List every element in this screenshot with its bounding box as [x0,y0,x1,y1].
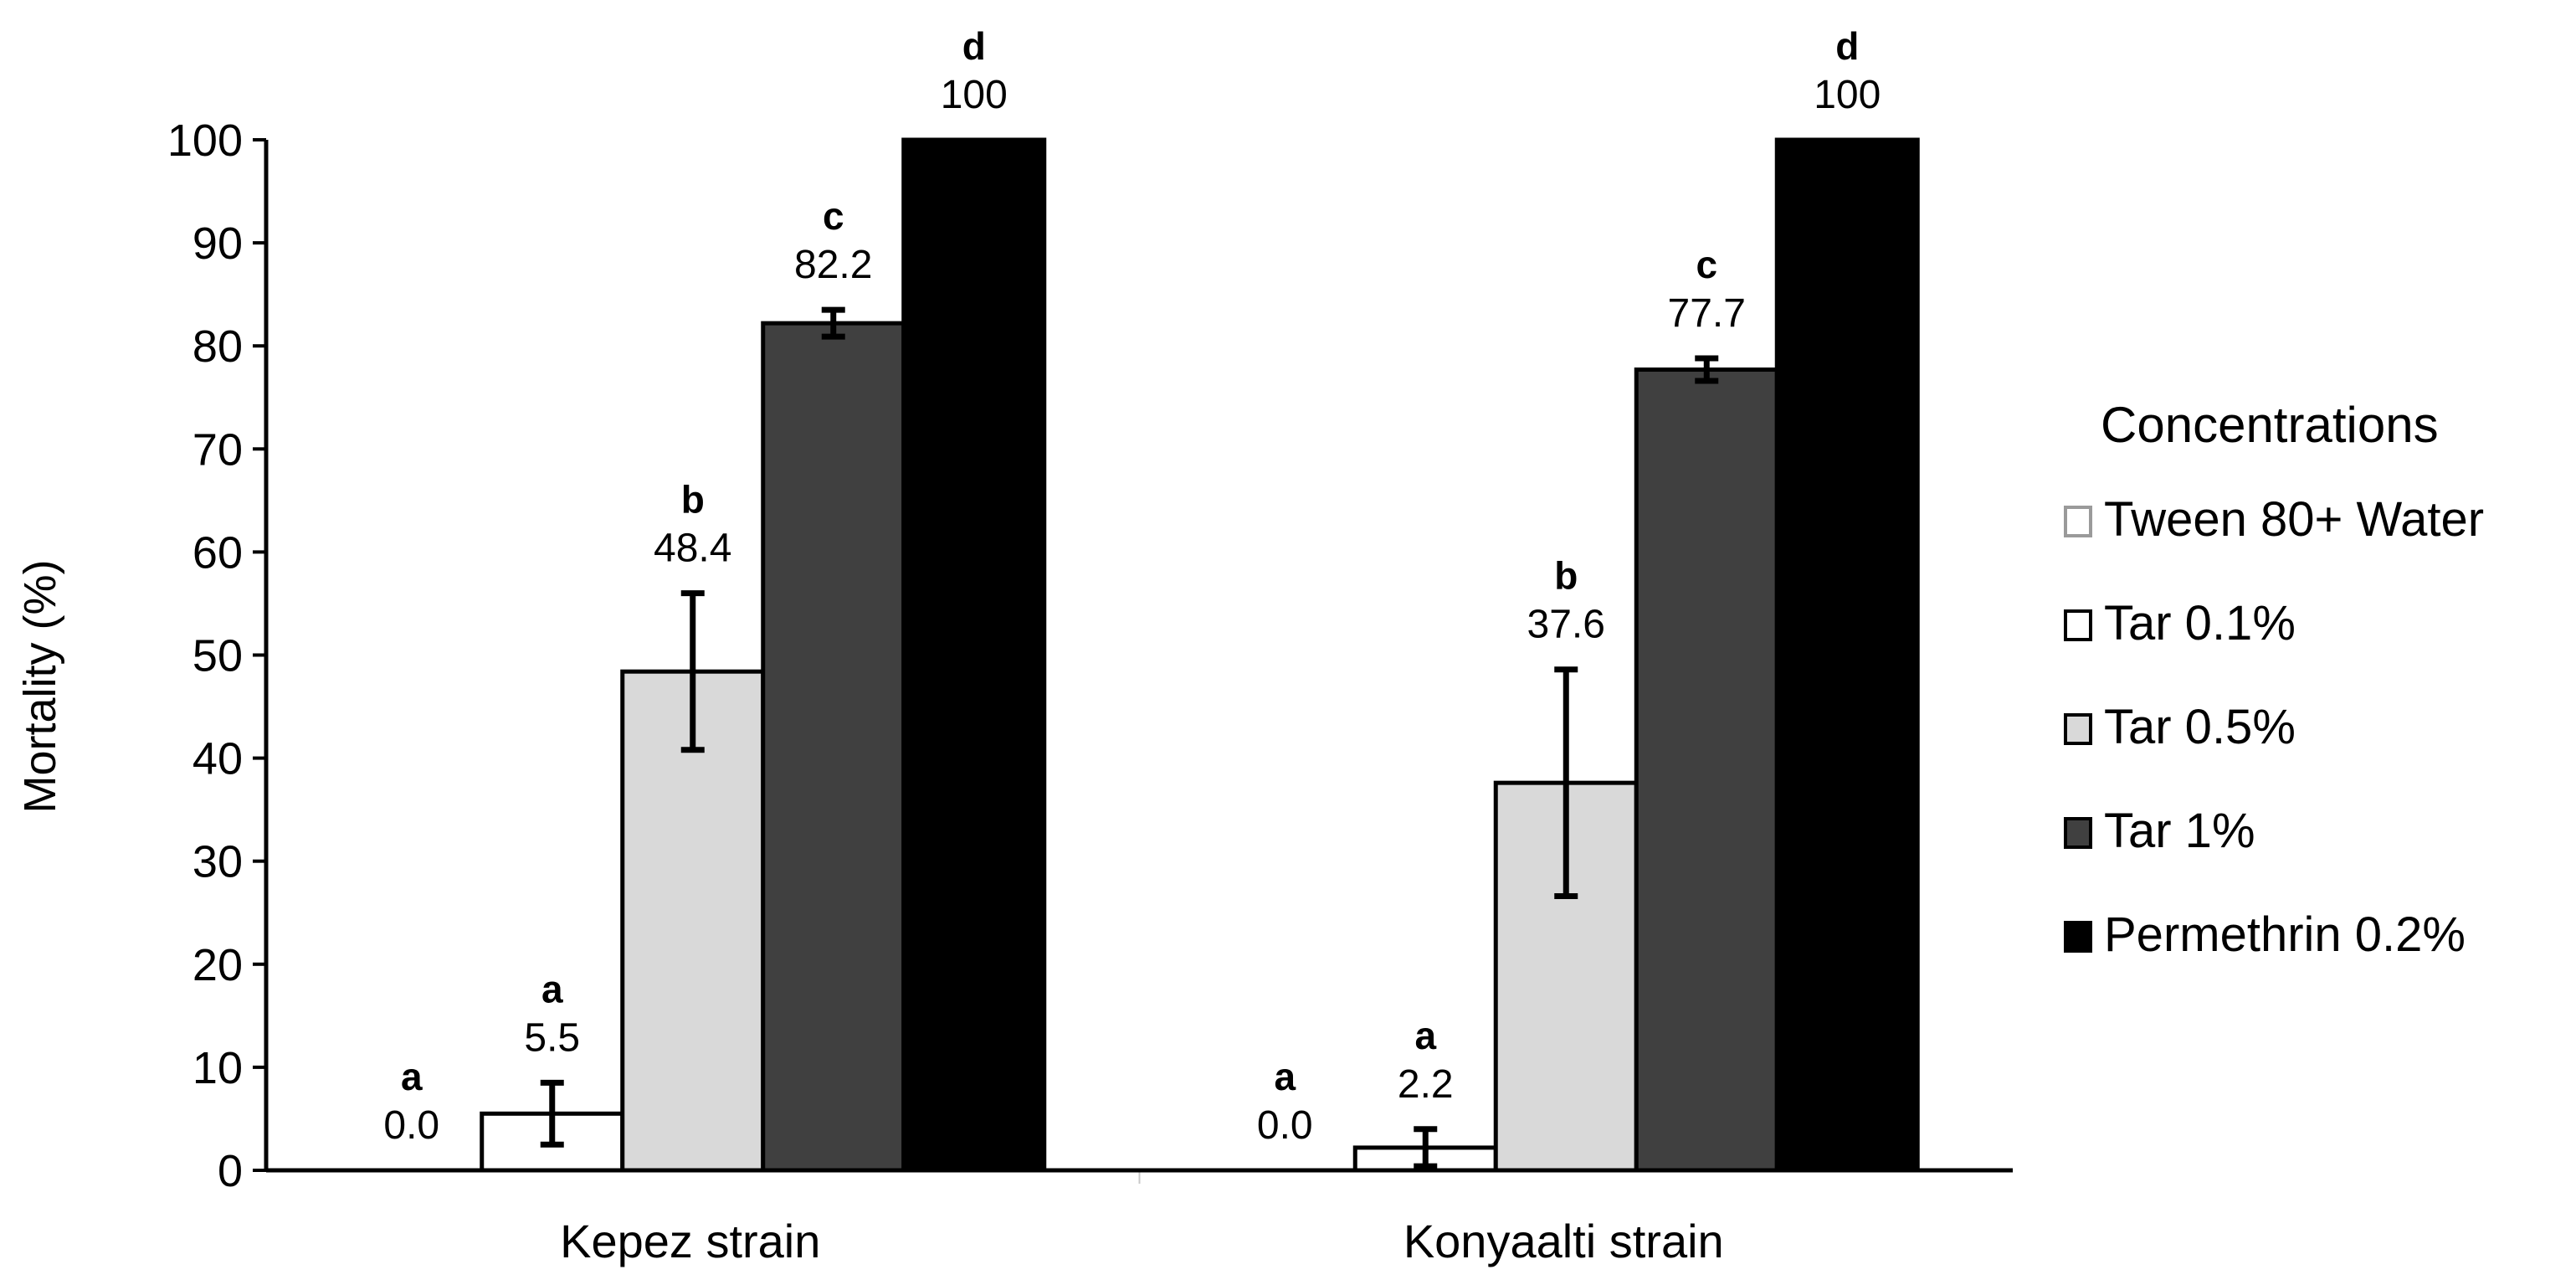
value-label-1-3: 77.7 [1668,291,1746,336]
legend-label-1: Tar 0.1% [2104,596,2296,650]
value-label-1-1: 2.2 [1398,1062,1454,1107]
y-tick-label-80: 80 [192,321,243,372]
y-tick-label-70: 70 [192,424,243,475]
bars-group: 0.0 a 5.5 a 48.4 b 82.2 c 100 d 0.0 a 2.2 a 37.6 b 77.7 c… [383,24,1920,1173]
legend-label-3: Tar 1% [2104,804,2255,858]
y-axis-label: Mortality (%) [15,559,65,813]
value-label-1-0: 0.0 [1257,1103,1313,1148]
axes-group: 0 10 20 30 40 50 60 70 80 90 100 Kepez strain Konyaa… [167,116,2013,1267]
legend-swatch-3 [2064,817,2092,849]
value-label-0-2: 48.4 [654,527,731,571]
bar-0-4 [901,137,1047,1173]
significance-letter-1-4: d [1835,24,1859,68]
legend-swatch-4 [2064,921,2092,953]
value-label-0-3: 82.2 [794,243,872,287]
legend-label-0: Tween 80+ Water [2104,492,2484,547]
significance-letter-1-0: a [1274,1055,1296,1098]
y-tick-label-40: 40 [192,734,243,784]
value-label-0-1: 5.5 [524,1015,580,1060]
value-label-1-2: 37.6 [1527,603,1605,647]
category-label-0: Kepez strain [560,1215,820,1267]
significance-letter-0-2: b [681,478,705,522]
y-tick-label-50: 50 [192,631,243,681]
significance-letter-1-1: a [1414,1014,1436,1057]
y-tick-label-0: 0 [218,1146,243,1196]
legend: Concentrations Tween 80+ Water Tar 0.1% Ta… [2064,397,2484,962]
significance-letter-1-3: c [1696,243,1717,286]
value-label-0-4: 100 [941,73,1008,117]
bar-0-3 [761,321,906,1173]
significance-letter-0-0: a [401,1055,423,1098]
y-tick-label-30: 30 [192,837,243,887]
significance-letter-0-3: c [823,194,844,238]
y-tick-label-90: 90 [192,218,243,269]
bar-1-3 [1634,368,1779,1173]
category-label-1: Konyaalti strain [1403,1215,1724,1267]
significance-letter-0-1: a [541,967,563,1010]
value-label-1-4: 100 [1814,73,1881,117]
y-tick-label-60: 60 [192,527,243,578]
value-label-0-0: 0.0 [383,1103,439,1148]
significance-letter-1-2: b [1554,554,1578,598]
legend-swatch-0 [2064,506,2092,537]
y-tick-label-10: 10 [192,1043,243,1093]
legend-swatch-1 [2064,609,2092,641]
legend-swatch-2 [2064,713,2092,745]
legend-label-2: Tar 0.5% [2104,700,2296,754]
bar-1-4 [1774,137,1920,1173]
legend-title: Concentrations [2101,397,2439,453]
y-tick-label-100: 100 [167,116,243,166]
significance-letter-0-4: d [962,24,986,68]
legend-label-4: Permethrin 0.2% [2104,907,2466,962]
y-tick-label-20: 20 [192,940,243,990]
